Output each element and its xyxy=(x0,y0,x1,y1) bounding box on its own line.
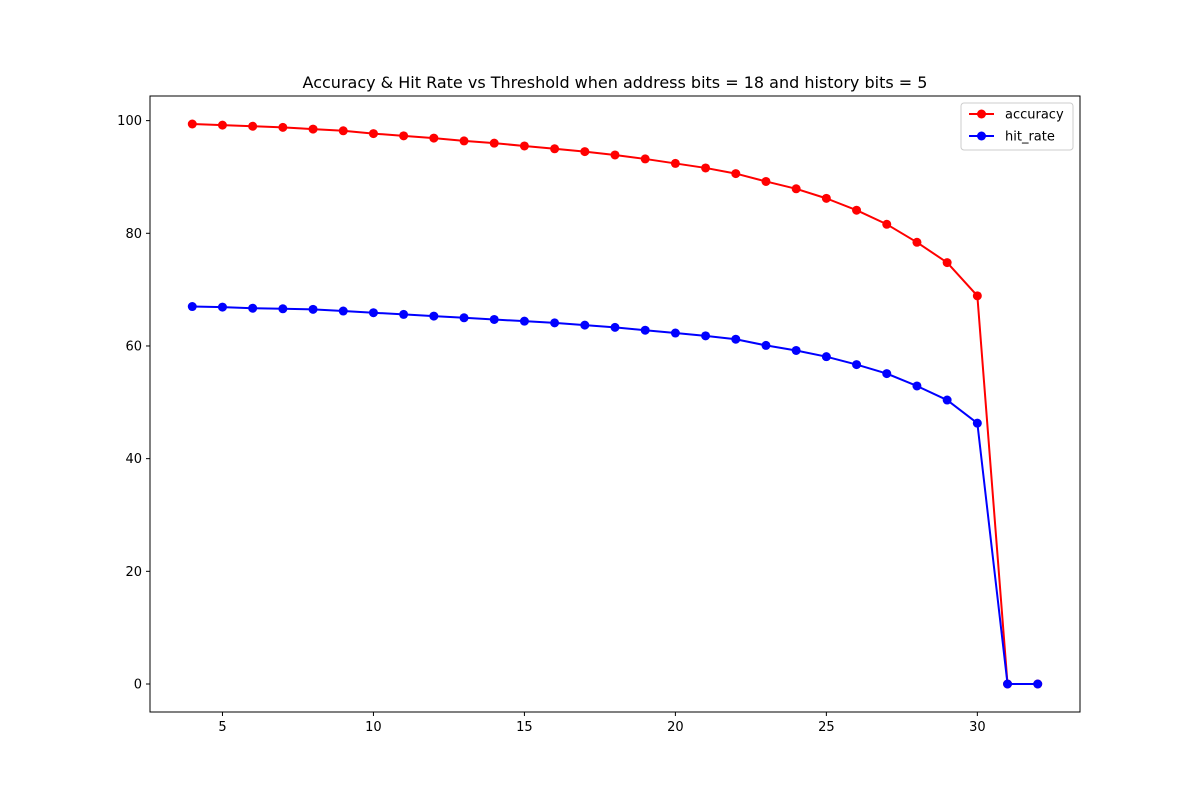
series-point-accuracy xyxy=(761,176,771,186)
y-tick-label: 0 xyxy=(134,678,142,693)
series-point-accuracy xyxy=(912,237,922,247)
series-point-hit-rate xyxy=(399,309,409,319)
series-point-hit-rate xyxy=(308,304,318,314)
series-point-accuracy xyxy=(701,163,711,173)
series-point-accuracy xyxy=(187,119,197,129)
series-point-accuracy xyxy=(610,150,620,160)
series-point-hit-rate xyxy=(761,340,771,350)
x-tick-label: 30 xyxy=(969,720,986,735)
series-point-accuracy xyxy=(640,154,650,164)
series-point-accuracy xyxy=(489,138,499,148)
series-point-hit-rate xyxy=(217,302,227,312)
x-tick-label: 10 xyxy=(365,720,382,735)
legend-marker xyxy=(977,131,986,141)
series-point-hit-rate xyxy=(701,331,711,341)
series-point-accuracy xyxy=(338,126,348,136)
series-point-accuracy xyxy=(278,122,288,132)
legend: accuracy hit_rate xyxy=(960,102,1074,151)
series-point-accuracy xyxy=(821,193,831,203)
y-axis: 0 20 40 60 80 100 xyxy=(117,114,150,693)
legend-label: hit_rate xyxy=(1005,130,1055,145)
plot-area xyxy=(149,95,1081,713)
x-tick-label: 20 xyxy=(667,720,684,735)
series-point-hit-rate xyxy=(1033,679,1043,689)
series-point-accuracy xyxy=(972,291,982,301)
series-point-accuracy xyxy=(852,205,862,215)
legend-marker xyxy=(977,109,986,119)
series-point-accuracy xyxy=(217,120,227,130)
series-point-hit-rate xyxy=(489,314,499,324)
series-point-hit-rate xyxy=(519,316,529,326)
series-point-accuracy xyxy=(368,129,378,139)
series-point-accuracy xyxy=(429,133,439,143)
series-point-accuracy xyxy=(580,147,590,157)
y-tick-label: 40 xyxy=(125,452,142,467)
series-point-hit-rate xyxy=(248,303,258,313)
series-point-accuracy xyxy=(670,158,680,168)
series-point-hit-rate xyxy=(187,302,197,312)
series-point-hit-rate xyxy=(670,328,680,338)
y-tick-label: 60 xyxy=(125,339,142,354)
series-point-hit-rate xyxy=(972,418,982,428)
x-tick-label: 15 xyxy=(516,720,533,735)
series-point-accuracy xyxy=(248,121,258,131)
series-point-hit-rate xyxy=(1003,679,1013,689)
series-point-hit-rate xyxy=(459,313,469,323)
series-point-hit-rate xyxy=(912,381,922,391)
series-point-hit-rate xyxy=(731,334,741,344)
x-tick-label: 5 xyxy=(218,720,226,735)
series-point-accuracy xyxy=(882,219,892,229)
series-point-hit-rate xyxy=(550,318,560,328)
series-point-accuracy xyxy=(308,124,318,134)
x-tick-label: 25 xyxy=(818,720,835,735)
series-point-hit-rate xyxy=(791,345,801,355)
series-point-accuracy xyxy=(519,141,529,151)
series-point-hit-rate xyxy=(942,395,952,405)
series-point-hit-rate xyxy=(338,306,348,316)
series-point-hit-rate xyxy=(640,325,650,335)
y-tick-label: 80 xyxy=(125,227,142,242)
series-point-hit-rate xyxy=(610,322,620,332)
chart-title: Accuracy & Hit Rate vs Threshold when ad… xyxy=(303,73,928,92)
y-tick-label: 100 xyxy=(117,114,142,129)
series-point-accuracy xyxy=(942,258,952,268)
y-tick-label: 20 xyxy=(125,565,142,580)
x-axis: 5 10 15 20 25 30 xyxy=(218,712,986,735)
series-point-hit-rate xyxy=(882,369,892,379)
legend-label: accuracy xyxy=(1005,108,1064,123)
series-point-accuracy xyxy=(731,169,741,179)
series-point-hit-rate xyxy=(368,308,378,318)
series-layer xyxy=(187,119,1043,689)
series-point-hit-rate xyxy=(278,304,288,314)
series-point-hit-rate xyxy=(821,352,831,362)
series-point-accuracy xyxy=(459,136,469,146)
series-point-accuracy xyxy=(550,144,560,154)
series-point-hit-rate xyxy=(852,360,862,370)
series-point-hit-rate xyxy=(580,320,590,330)
series-point-accuracy xyxy=(791,184,801,194)
series-point-accuracy xyxy=(399,131,409,141)
series-point-hit-rate xyxy=(429,311,439,321)
